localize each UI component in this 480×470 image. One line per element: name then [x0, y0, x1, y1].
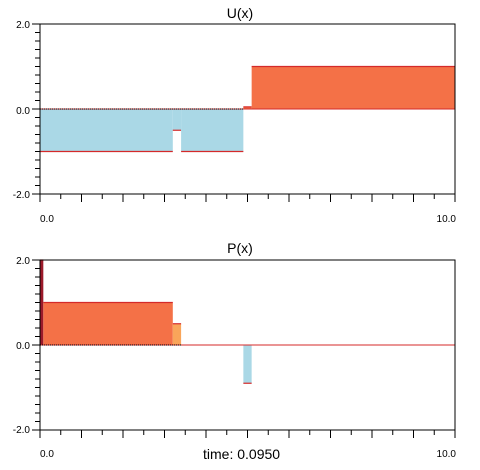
time-label: time:: [203, 446, 233, 462]
chart-p-marks: [40, 259, 455, 384]
chart-u-xtick-left: 0.0: [40, 214, 54, 225]
bar-p-4: [243, 345, 252, 384]
chart-u-panel: U(x) 2.0 0.0 -2.0 0.0 10.0: [13, 5, 457, 225]
bar-p-1: [43, 302, 173, 345]
time-readout: time: 0.0950: [203, 446, 280, 462]
chart-p-title: P(x): [227, 240, 253, 256]
chart-u-xtick-right: 10.0: [437, 214, 457, 225]
chart-p-axes: [32, 259, 456, 438]
chart-p-panel: P(x) 2.0 0.0 -2.0 0.0 10.0: [13, 240, 457, 460]
bar-p-0: [40, 260, 44, 345]
chart-p-ytick-top: 2.0: [16, 256, 30, 267]
chart-p-ytick-zero: 0.0: [16, 341, 30, 352]
chart-u-title: U(x): [227, 5, 253, 21]
chart-u-marks: [40, 65, 455, 153]
bar-u-1: [172, 109, 182, 131]
chart-u-axes: [32, 23, 456, 202]
bar-p-2: [172, 323, 182, 345]
chart-u-ytick-zero: 0.0: [16, 106, 30, 117]
chart-u-ytick-top: 2.0: [16, 20, 30, 31]
chart-p-xtick-left: 0.0: [40, 449, 54, 460]
time-value: 0.0950: [237, 446, 280, 462]
bar-u-0: [40, 109, 173, 152]
bar-u-3: [243, 106, 252, 109]
bar-u-2: [181, 109, 244, 152]
bar-u-4: [251, 66, 455, 109]
chart-p-xtick-right: 10.0: [437, 449, 457, 460]
chart-u-ytick-bottom: -2.0: [13, 190, 31, 201]
chart-p-ytick-bottom: -2.0: [13, 425, 31, 436]
